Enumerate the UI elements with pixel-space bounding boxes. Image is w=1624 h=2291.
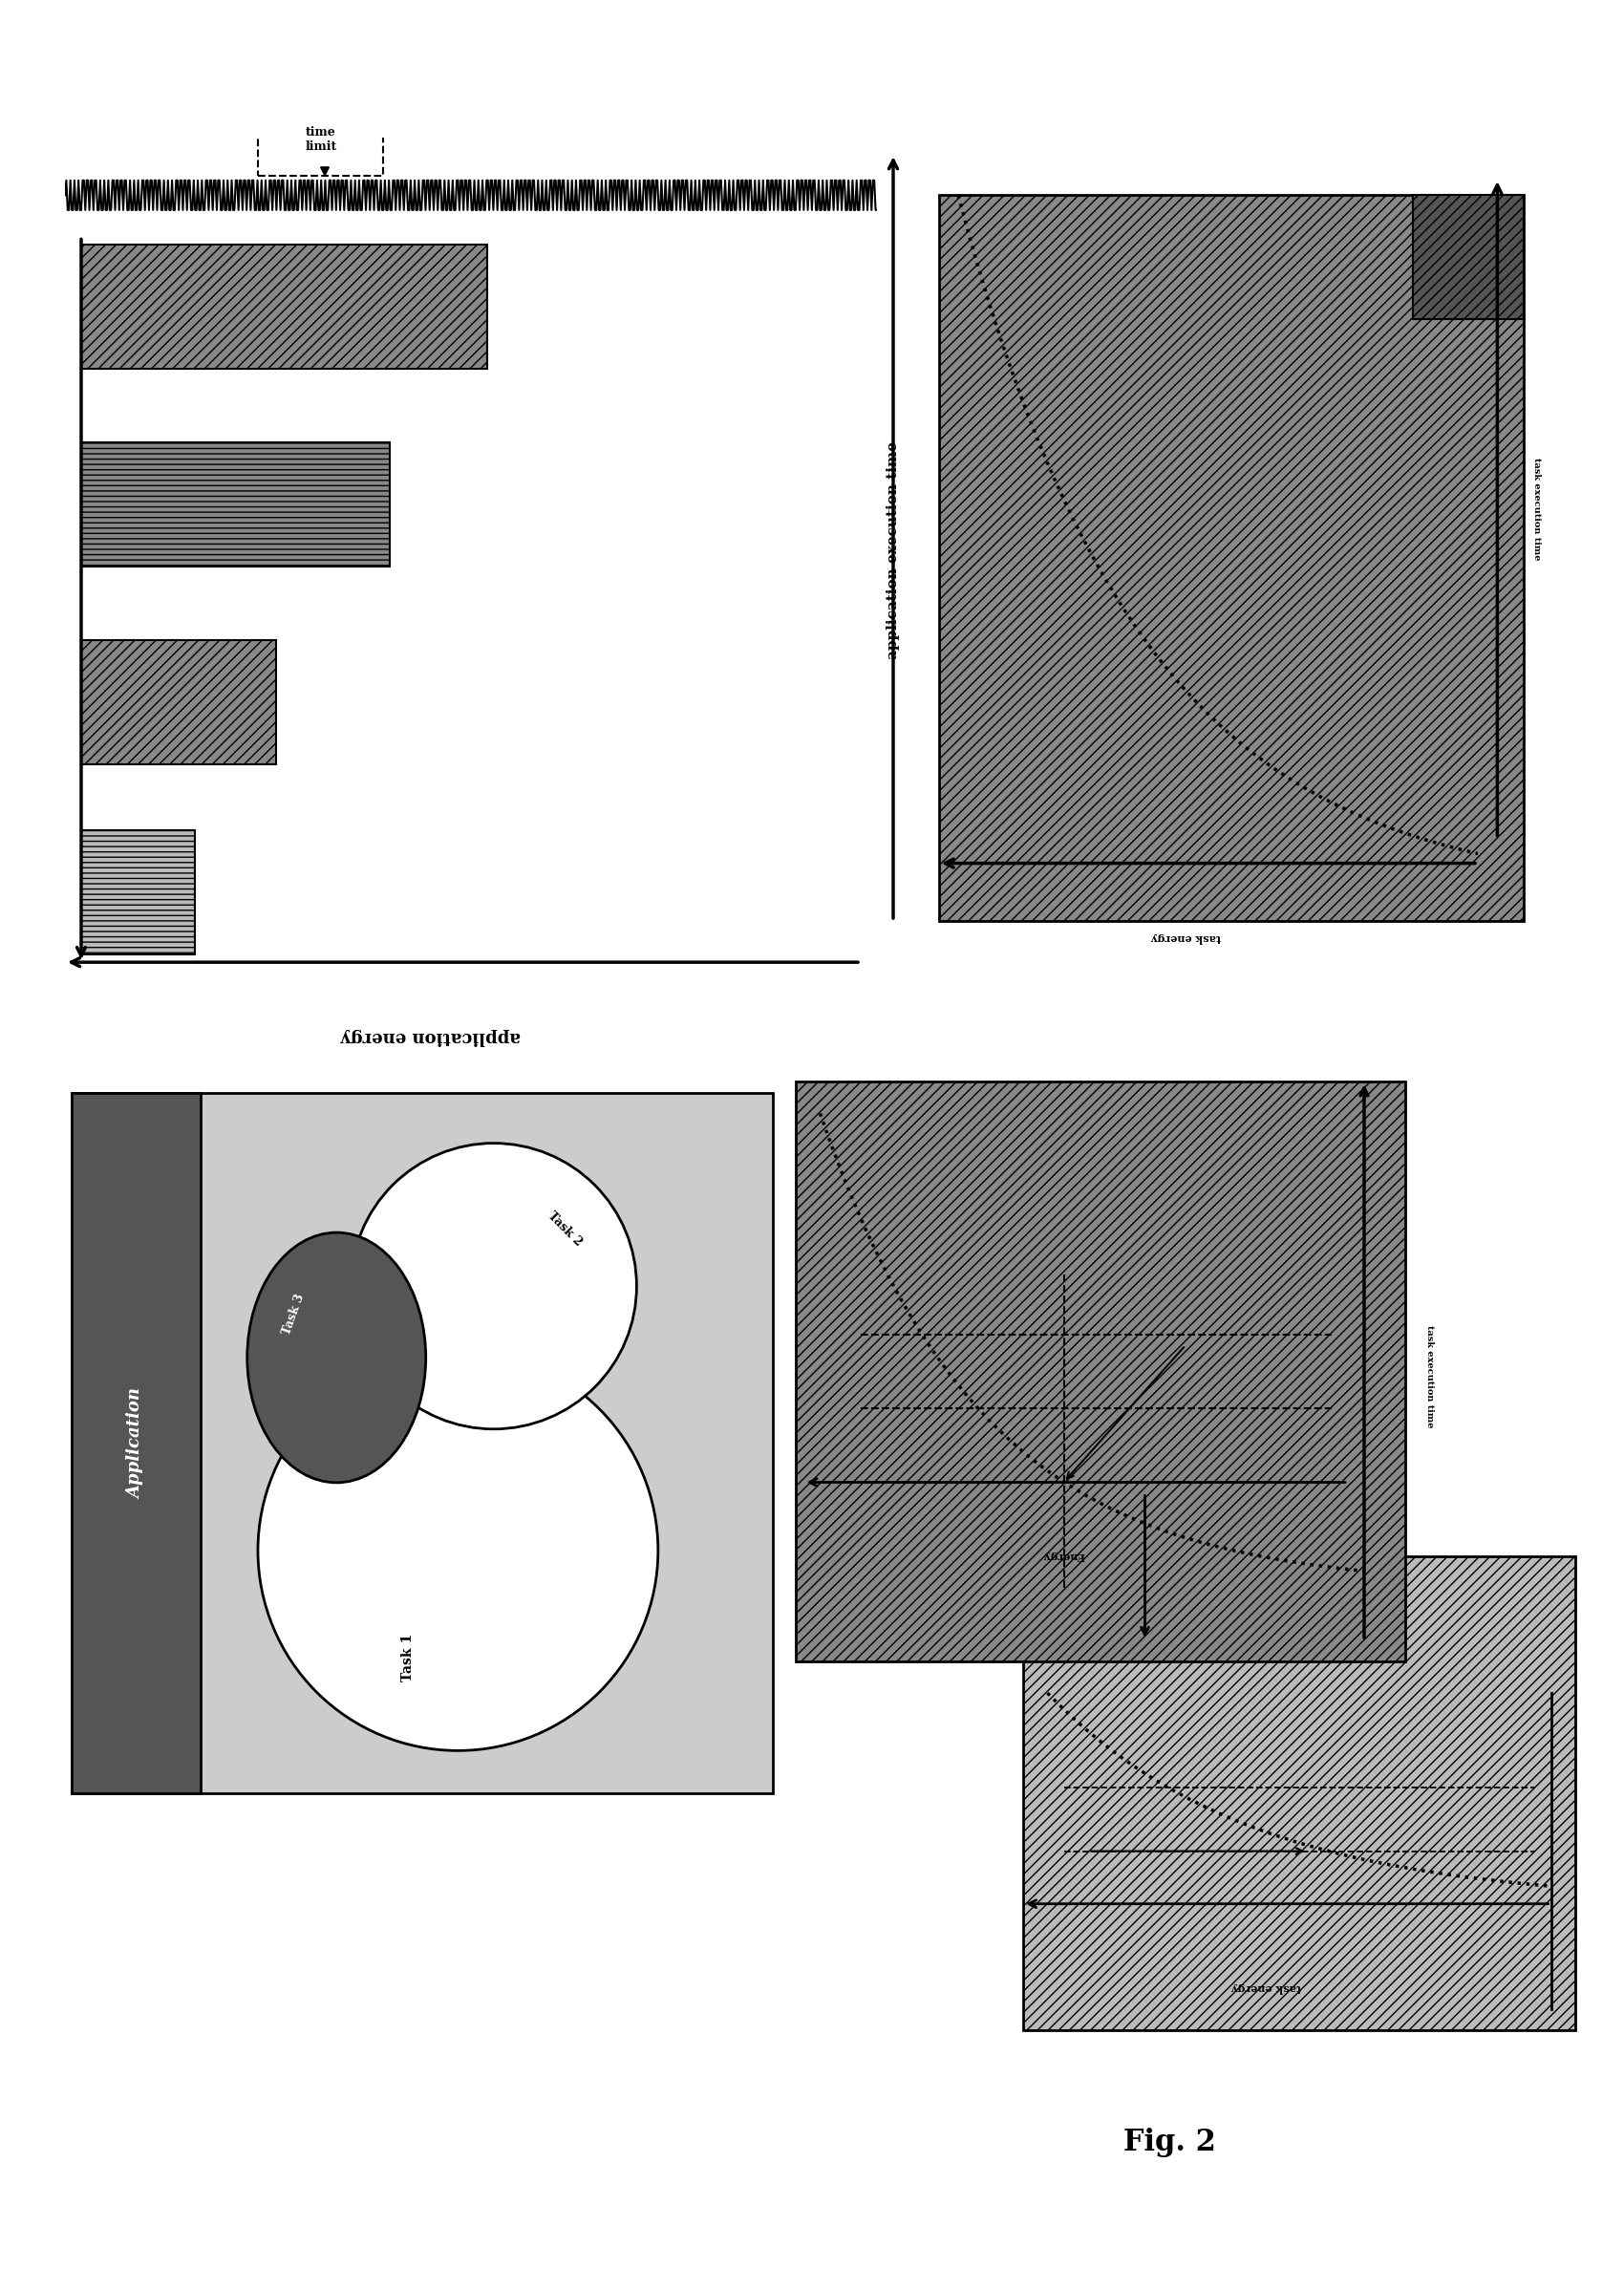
Bar [81,829,195,953]
Text: task energy: task energy [1233,1984,1301,1993]
Circle shape [351,1143,637,1430]
Text: Energy: Energy [1043,1551,1085,1560]
Text: application execution time: application execution time [887,440,900,660]
Circle shape [258,1349,658,1750]
Bar [81,641,276,765]
Bar [81,245,487,369]
Text: application energy: application energy [341,1029,520,1045]
Text: Task 1: Task 1 [401,1633,414,1682]
Text: Task 2: Task 2 [546,1210,585,1249]
FancyBboxPatch shape [258,103,383,176]
Bar [1023,1556,1575,2030]
Text: Task 3: Task 3 [281,1292,307,1338]
Text: task execution time: task execution time [1424,1326,1434,1427]
Bar [939,195,1523,921]
Text: Application: Application [128,1388,145,1498]
Text: time
limit: time limit [305,126,336,153]
Bar [81,442,390,566]
Bar [796,1081,1405,1661]
Text: Fig. 2: Fig. 2 [1124,2128,1215,2156]
Bar [71,1093,201,1794]
Text: task execution time: task execution time [1531,458,1541,559]
Bar [1413,195,1523,318]
Text: task energy: task energy [1151,932,1220,942]
Ellipse shape [247,1233,425,1482]
